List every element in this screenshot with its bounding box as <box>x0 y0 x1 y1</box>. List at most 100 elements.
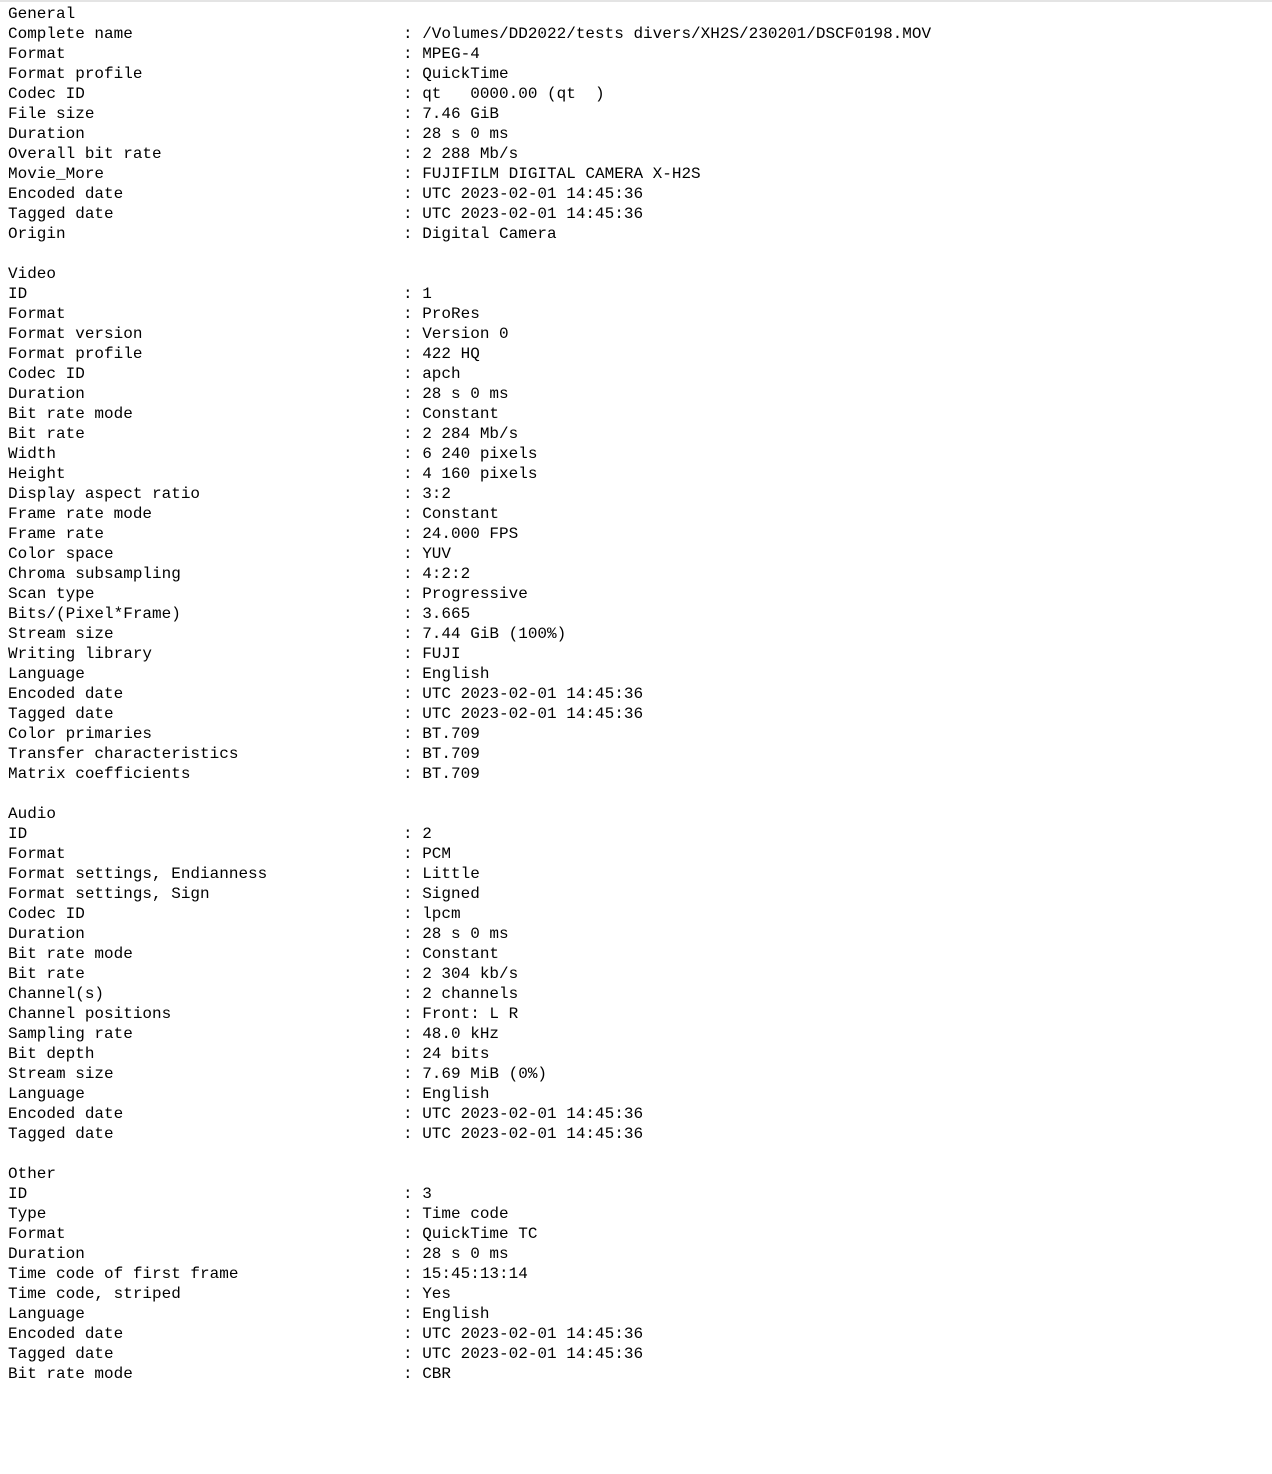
field-label: Format <box>8 305 66 323</box>
field-value: : Signed <box>403 885 480 903</box>
field-row: Format version: Version 0 <box>8 324 1272 344</box>
field-label: ID <box>8 285 28 303</box>
field-label: Time code, striped <box>8 1285 181 1303</box>
field-label: Writing library <box>8 645 153 663</box>
field-label: Format settings, Sign <box>8 885 210 903</box>
field-value: : QuickTime TC <box>403 1225 538 1243</box>
field-value: : 422 HQ <box>403 345 480 363</box>
field-row: Bit rate mode: Constant <box>8 404 1272 424</box>
field-row: Channel positions: Front: L R <box>8 1004 1272 1024</box>
field-label: Overall bit rate <box>8 145 162 163</box>
field-row: Complete name: /Volumes/DD2022/tests div… <box>8 24 1272 44</box>
field-value: : CBR <box>403 1365 452 1383</box>
field-row: Duration: 28 s 0 ms <box>8 924 1272 944</box>
field-row: Overall bit rate : 2 288 Mb/s <box>8 144 1272 164</box>
field-value: : 3.665 <box>403 605 471 623</box>
field-label: Frame rate <box>8 525 105 543</box>
field-row: Format : PCM <box>8 844 1272 864</box>
field-row: Type : Time code <box>8 1204 1272 1224</box>
field-label: Format profile <box>8 65 143 83</box>
field-row: Tagged date: UTC 2023-02-01 14:45:36 <box>8 204 1272 224</box>
field-row: Format profile: QuickTime <box>8 64 1272 84</box>
field-value: : ProRes <box>403 305 480 323</box>
field-row: ID: 2 <box>8 824 1272 844</box>
field-label: Encoded date <box>8 1325 124 1343</box>
field-value: : 4:2:2 <box>403 565 471 583</box>
field-value: : 2 <box>403 825 432 843</box>
field-value: : Constant <box>403 505 500 523</box>
section-spacer <box>8 1144 1272 1164</box>
field-label: Bit depth <box>8 1045 95 1063</box>
field-row: Encoded date: UTC 2023-02-01 14:45:36 <box>8 184 1272 204</box>
field-label: Tagged date <box>8 705 114 723</box>
mediainfo-report: General Complete name: /Volumes/DD2022/te… <box>0 2 1272 1384</box>
field-row: Duration: 28 s 0 ms <box>8 1244 1272 1264</box>
field-value: : 2 channels <box>403 985 519 1003</box>
field-label: Scan type <box>8 585 95 603</box>
field-row: Writing library: FUJI <box>8 644 1272 664</box>
field-label: Matrix coefficients <box>8 765 191 783</box>
field-row: File size : 7.46 GiB <box>8 104 1272 124</box>
field-row: Bit depth: 24 bits <box>8 1044 1272 1064</box>
field-label: Color space <box>8 545 114 563</box>
field-label: Complete name <box>8 25 133 43</box>
field-row: Tagged date: UTC 2023-02-01 14:45:36 <box>8 1344 1272 1364</box>
field-label: Frame rate mode <box>8 505 153 523</box>
field-value: : PCM <box>403 845 452 863</box>
field-value: : 7.46 GiB <box>403 105 500 123</box>
field-value: : UTC 2023-02-01 14:45:36 <box>403 1105 644 1123</box>
field-label: Duration <box>8 125 85 143</box>
field-value: : 28 s 0 ms <box>403 125 509 143</box>
field-label: ID <box>8 1185 28 1203</box>
field-label: Stream size <box>8 1065 114 1083</box>
section-spacer <box>8 784 1272 804</box>
field-value: : BT.709 <box>403 765 480 783</box>
field-label: Encoded date <box>8 185 124 203</box>
field-value: : UTC 2023-02-01 14:45:36 <box>403 1325 644 1343</box>
field-row: Width: 6 240 pixels <box>8 444 1272 464</box>
field-label: Codec ID <box>8 365 85 383</box>
field-label: Language <box>8 1085 85 1103</box>
field-row: Format: MPEG-4 <box>8 44 1272 64</box>
top-border <box>0 0 1272 2</box>
field-row: Format: QuickTime TC <box>8 1224 1272 1244</box>
field-label: File size <box>8 105 95 123</box>
field-label: Format profile <box>8 345 143 363</box>
field-value: : 4 160 pixels <box>403 465 538 483</box>
field-value: : Little <box>403 865 480 883</box>
field-label: Codec ID <box>8 85 85 103</box>
field-value: : 7.44 GiB (100%) <box>403 625 567 643</box>
field-row: Origin: Digital Camera <box>8 224 1272 244</box>
field-value: : English <box>403 665 490 683</box>
field-value: : English <box>403 1305 490 1323</box>
field-value: : 28 s 0 ms <box>403 1245 509 1263</box>
field-value: : UTC 2023-02-01 14:45:36 <box>403 685 644 703</box>
field-row: Language: English <box>8 1084 1272 1104</box>
field-row: Codec ID: lpcm <box>8 904 1272 924</box>
field-label: Format <box>8 845 66 863</box>
field-label: Height <box>8 465 66 483</box>
field-row: Duration: 28 s 0 ms <box>8 384 1272 404</box>
field-row: Format settings, Sign : Signed <box>8 884 1272 904</box>
field-row: Codec ID: qt 0000.00 (qt ) <box>8 84 1272 104</box>
field-value: : 1 <box>403 285 432 303</box>
field-row: Movie_More: FUJIFILM DIGITAL CAMERA X-H2… <box>8 164 1272 184</box>
field-label: Movie_More <box>8 165 105 183</box>
field-value: : Time code <box>403 1205 509 1223</box>
field-value: : 2 284 Mb/s <box>403 425 519 443</box>
field-value: : YUV <box>403 545 452 563</box>
field-value: : 2 288 Mb/s <box>403 145 519 163</box>
field-row: Language: English <box>8 664 1272 684</box>
field-label: Type <box>8 1205 47 1223</box>
section-title-general: General <box>8 5 76 23</box>
field-row: Chroma subsampling: 4:2:2 <box>8 564 1272 584</box>
field-value: : MPEG-4 <box>403 45 480 63</box>
field-value: : Digital Camera <box>403 225 557 243</box>
field-value: : UTC 2023-02-01 14:45:36 <box>403 705 644 723</box>
field-row: ID: 3 <box>8 1184 1272 1204</box>
field-label: Tagged date <box>8 1125 114 1143</box>
section-title-audio: Audio <box>8 805 57 823</box>
field-label: Format settings, Endianness <box>8 865 268 883</box>
field-label: Bit rate mode <box>8 405 133 423</box>
field-row: Color primaries: BT.709 <box>8 724 1272 744</box>
